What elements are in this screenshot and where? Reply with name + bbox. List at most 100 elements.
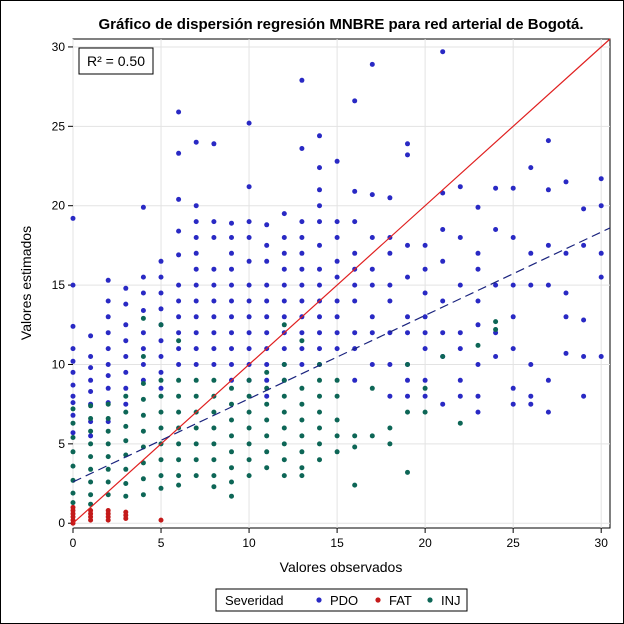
point-pdo	[581, 354, 587, 359]
series-inj	[70, 315, 499, 507]
point-pdo	[140, 308, 146, 313]
x-tick-label: 10	[242, 536, 256, 550]
point-pdo	[246, 298, 252, 304]
point-pdo	[140, 362, 146, 367]
point-pdo	[158, 338, 164, 344]
point-pdo	[246, 314, 252, 320]
point-pdo	[211, 362, 217, 367]
y-axis-label: Valores estimados	[18, 226, 34, 340]
point-pdo	[105, 314, 111, 320]
point-pdo	[229, 314, 234, 320]
point-inj	[105, 416, 111, 421]
y-tick-label: 5	[58, 437, 65, 451]
point-inj	[211, 425, 217, 431]
point-pdo	[264, 314, 270, 320]
point-pdo	[158, 369, 164, 375]
point-pdo	[352, 298, 358, 304]
x-tick-label: 0	[70, 536, 77, 550]
point-inj	[493, 319, 499, 325]
point-pdo	[299, 219, 305, 225]
point-pdo	[246, 184, 252, 190]
x-tick-label: 30	[595, 536, 609, 550]
point-inj	[123, 481, 129, 486]
point-pdo	[334, 298, 340, 304]
point-pdo	[510, 401, 516, 407]
point-inj	[88, 441, 94, 447]
point-pdo	[493, 185, 499, 191]
point-pdo	[317, 346, 322, 352]
point-inj	[88, 403, 94, 409]
point-pdo	[563, 250, 569, 256]
point-pdo	[211, 330, 217, 336]
point-pdo	[493, 354, 499, 359]
point-inj	[299, 433, 305, 439]
point-inj	[70, 490, 76, 496]
point-inj	[440, 354, 446, 359]
point-pdo	[246, 235, 252, 240]
point-pdo	[264, 282, 270, 288]
point-pdo	[70, 412, 76, 418]
point-pdo	[598, 176, 604, 182]
point-pdo	[88, 377, 94, 383]
point-inj	[158, 322, 164, 328]
point-pdo	[334, 274, 340, 280]
point-inj	[140, 444, 146, 450]
point-pdo	[105, 298, 111, 304]
point-pdo	[369, 61, 375, 67]
point-inj	[140, 492, 146, 498]
point-pdo	[457, 346, 463, 352]
point-pdo	[510, 282, 516, 288]
point-inj	[334, 433, 340, 439]
point-pdo	[352, 282, 358, 288]
y-tick-label: 0	[58, 516, 65, 530]
point-inj	[281, 362, 287, 367]
point-inj	[246, 457, 252, 463]
point-pdo	[211, 141, 217, 147]
point-inj	[334, 449, 340, 455]
point-inj	[422, 385, 428, 391]
point-inj	[88, 428, 94, 434]
point-pdo	[123, 354, 129, 359]
point-pdo	[422, 266, 428, 272]
point-pdo	[123, 322, 129, 328]
point-pdo	[440, 330, 446, 336]
point-pdo	[545, 138, 551, 144]
point-pdo	[70, 282, 76, 288]
point-pdo	[475, 298, 481, 304]
point-inj	[246, 409, 252, 415]
point-pdo	[545, 242, 551, 248]
point-pdo	[158, 258, 164, 264]
point-pdo	[422, 314, 428, 320]
point-inj	[281, 473, 287, 479]
point-inj	[176, 441, 182, 447]
point-pdo	[369, 192, 375, 198]
point-inj	[281, 425, 287, 431]
point-inj	[299, 338, 305, 344]
point-pdo	[229, 346, 234, 352]
point-pdo	[475, 266, 481, 272]
point-pdo	[299, 282, 305, 288]
point-inj	[193, 425, 199, 431]
point-pdo	[317, 330, 322, 336]
y-tick-label: 30	[52, 40, 66, 54]
point-pdo	[334, 346, 340, 352]
point-inj	[176, 377, 182, 383]
y-tick-label: 25	[52, 119, 66, 133]
point-pdo	[123, 385, 129, 391]
legend-title: Severidad	[225, 593, 284, 608]
point-pdo	[475, 322, 481, 328]
point-pdo	[369, 314, 375, 320]
point-inj	[229, 493, 234, 499]
point-inj	[105, 492, 111, 498]
point-pdo	[105, 373, 111, 379]
legend-box	[215, 588, 468, 612]
point-pdo	[334, 258, 340, 264]
point-pdo	[158, 290, 164, 296]
point-inj	[246, 377, 252, 383]
point-pdo	[264, 330, 270, 336]
point-pdo	[176, 314, 182, 320]
point-inj	[264, 417, 270, 423]
point-inj	[123, 493, 129, 499]
point-pdo	[229, 330, 234, 336]
